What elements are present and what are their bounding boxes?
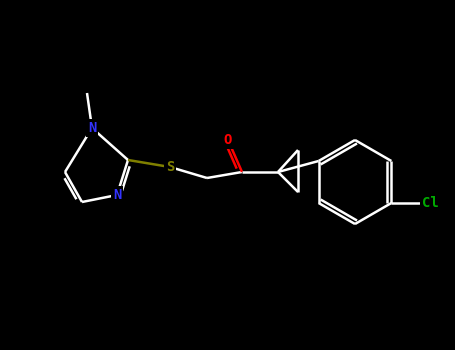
Text: N: N xyxy=(113,188,121,202)
Text: O: O xyxy=(224,133,232,147)
Text: N: N xyxy=(88,121,96,135)
Text: Cl: Cl xyxy=(423,196,439,210)
Text: S: S xyxy=(166,160,174,174)
